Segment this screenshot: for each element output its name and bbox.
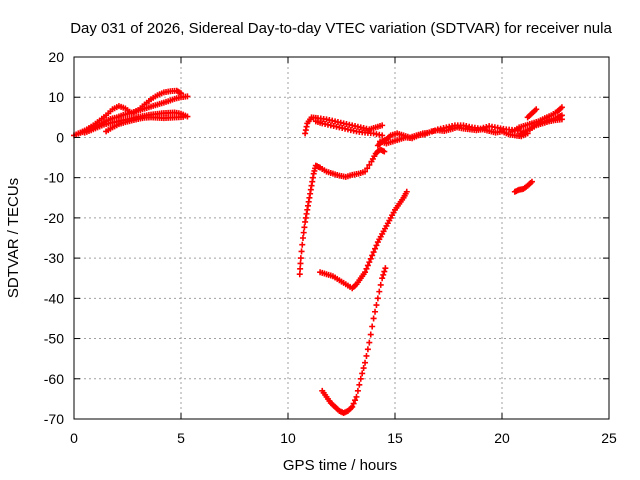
data-point [349,403,356,410]
data-point [372,308,379,315]
data-point [379,122,386,129]
y-tick-label: 20 [48,49,64,65]
data-point [403,188,410,195]
series-track-l [524,106,540,121]
data-point [357,375,364,382]
grid [74,57,609,419]
data-point [364,165,371,172]
data-point [299,241,306,248]
data-point [364,346,371,353]
data-point [372,245,379,252]
data-point [362,269,369,276]
x-tick-label: 10 [280,430,296,446]
data-point [369,252,376,259]
data-point [370,249,377,256]
data-point [352,397,359,404]
axis-ticks: 0 5 10 15 20 25 20 10 0 -10 -20 -30 -40 -50 -60 -70 [44,49,617,446]
data-point [360,365,367,372]
data-point [366,259,373,266]
data-point [382,265,389,272]
data-point [374,295,381,302]
data-point [297,260,304,267]
x-axis-label: GPS time / hours [283,457,397,474]
data-point [298,248,305,255]
data-point [297,255,304,262]
y-tick-label: -30 [44,250,64,266]
series-track-o [319,265,389,416]
data-point [350,400,357,407]
plot-frame [73,56,610,420]
y-tick-label: 0 [56,129,64,145]
data-point [354,387,361,394]
data-point [367,331,374,338]
series-track-k [520,116,565,137]
data-point [353,393,360,400]
series-track-g [374,122,527,149]
data-point [356,381,363,388]
y-tick-label: -20 [44,210,64,226]
data-point [296,271,303,278]
data-point [379,275,386,282]
data-point [180,113,187,120]
series-track-p [511,178,535,195]
data-point [362,168,369,175]
series-track-f [312,118,386,139]
data-point [364,262,371,269]
y-tick-label: -40 [44,290,64,306]
x-tick-label: 25 [601,430,617,446]
data-points [71,87,565,416]
data-point [370,315,377,322]
data-point [558,116,565,123]
data-point [379,132,386,139]
data-point [373,302,380,309]
series-track-m [296,146,388,278]
data-point [380,271,387,278]
y-tick-label: -10 [44,170,64,186]
data-point [366,161,373,168]
x-tick-label: 0 [70,430,78,446]
x-tick-label: 5 [177,430,185,446]
data-point [373,242,380,249]
data-point [381,148,388,155]
data-point [366,339,373,346]
data-point [367,255,374,262]
series-track-d [103,113,187,135]
y-tick-label: -50 [44,331,64,347]
y-tick-label: -70 [44,411,64,427]
data-point [377,281,384,288]
data-point [558,104,565,111]
x-tick-label: 20 [494,430,510,446]
chart-title: Day 031 of 2026, Sidereal Day-to-day VTE… [70,20,612,37]
y-axis-label: SDTVAR / TECUs [5,178,22,298]
y-tick-label: -60 [44,371,64,387]
data-point [184,93,191,100]
data-point [376,288,383,295]
x-tick-label: 15 [387,430,403,446]
data-point [363,265,370,272]
y-tick-label: 10 [48,89,64,105]
data-point [299,235,306,241]
data-point [528,178,535,185]
data-point [363,352,370,359]
data-point [300,229,307,236]
data-point [533,106,540,113]
series-track-e [302,114,386,137]
data-point [362,359,369,366]
data-point [369,323,376,330]
data-point [301,224,308,231]
series-track-h [377,124,531,147]
data-point [297,265,304,272]
series-track-n [317,188,410,292]
data-point [381,268,388,275]
data-point [359,370,366,377]
